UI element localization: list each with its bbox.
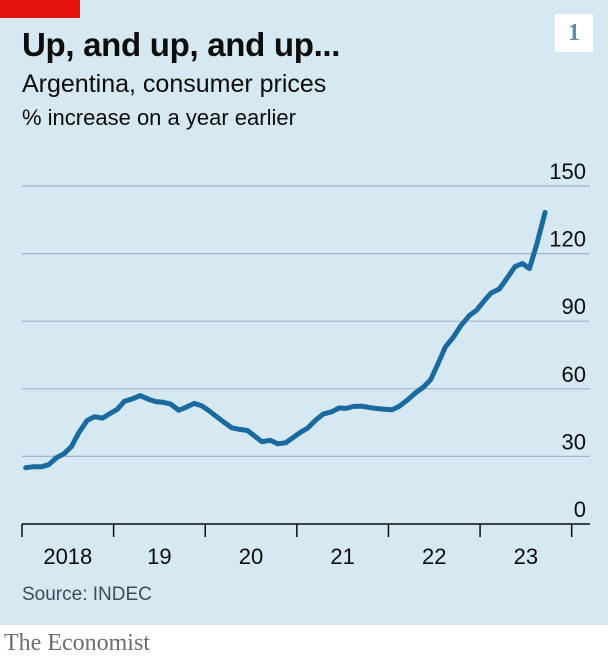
brand-wordmark: The Economist (4, 630, 150, 656)
y-tick-label: 30 (562, 429, 586, 454)
x-axis: 2018 19 20 21 22 23 (21, 523, 590, 569)
chart-subtitle: Argentina, consumer prices (22, 70, 327, 98)
y-tick-label: 120 (549, 227, 586, 252)
x-tick-label: 23 (514, 544, 538, 569)
series-lines (23, 209, 548, 471)
chart-title: Up, and up, and up... (22, 26, 341, 63)
y-tick-label: 0 (574, 497, 586, 522)
brand-accent-tag (0, 0, 80, 18)
x-tick-label: 2018 (43, 544, 92, 569)
line-chart: 0 30 60 90 120 150 2018 19 20 21 22 23 (21, 159, 590, 569)
series-line-inflation (23, 209, 548, 471)
x-tick-label: 22 (422, 544, 446, 569)
y-tick-label: 60 (562, 362, 586, 387)
x-tick-label: 20 (239, 544, 263, 569)
unit-label: % increase on a year earlier (22, 105, 296, 130)
chart-number-badge: 1 (555, 14, 593, 52)
x-tick-label: 19 (147, 544, 171, 569)
x-tick-label: 21 (330, 544, 354, 569)
grid-lines (22, 185, 590, 457)
y-tick-label: 90 (562, 294, 586, 319)
y-tick-label: 150 (549, 159, 586, 184)
y-axis-labels: 0 30 60 90 120 150 (549, 159, 586, 522)
source-note: Source: INDEC (22, 584, 152, 605)
chart-panel: Up, and up, and up... Argentina, consume… (0, 0, 608, 625)
